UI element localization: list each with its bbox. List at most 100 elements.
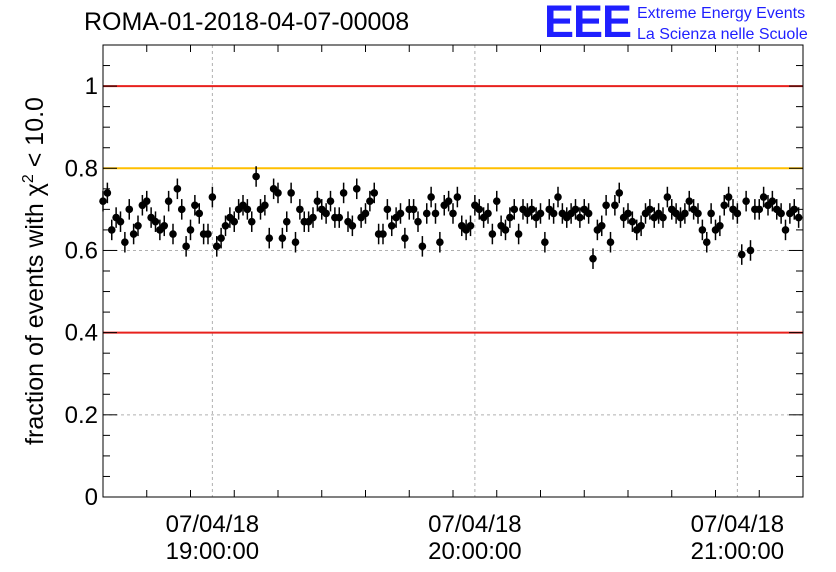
data-marker: [396, 209, 405, 218]
data-point: [527, 199, 536, 220]
data-point: [396, 203, 405, 224]
data-marker: [208, 193, 217, 201]
x-tick-date-label: 07/04/18: [691, 511, 784, 538]
data-point: [646, 199, 654, 220]
data-marker: [436, 238, 444, 247]
data-marker: [514, 230, 523, 238]
data-marker: [116, 217, 125, 226]
data-marker: [449, 209, 457, 218]
data-point: [707, 203, 715, 224]
data-marker: [794, 213, 803, 222]
data-marker: [584, 209, 593, 218]
data-point: [401, 227, 409, 249]
x-tick-date-label: 07/04/18: [428, 511, 521, 538]
data-point: [414, 211, 422, 232]
data-marker: [103, 189, 112, 197]
data-point: [230, 211, 239, 232]
data-point: [702, 231, 711, 253]
data-marker: [160, 222, 169, 230]
data-point: [313, 190, 322, 212]
data-point: [217, 227, 225, 249]
data-marker: [759, 193, 768, 201]
data-marker: [698, 226, 707, 234]
data-point: [164, 190, 173, 212]
data-marker: [733, 209, 742, 218]
data-marker: [602, 201, 610, 210]
data-marker: [637, 222, 645, 230]
data-point: [694, 203, 702, 224]
data-point: [768, 190, 777, 212]
data-marker: [431, 209, 440, 218]
chart-title: ROMA-01-2018-04-07-00008: [84, 8, 410, 36]
data-marker: [121, 238, 129, 247]
data-marker: [510, 205, 519, 214]
data-marker: [418, 242, 427, 251]
data-point: [261, 194, 269, 216]
data-point: [606, 231, 615, 253]
data-point: [208, 186, 217, 208]
data-point: [466, 215, 475, 237]
data-point: [291, 231, 300, 253]
data-point: [252, 166, 260, 187]
data-marker: [781, 226, 790, 234]
x-tick-time-label: 20:00:00: [428, 538, 521, 565]
data-marker: [716, 222, 724, 230]
data-point: [615, 182, 624, 204]
data-marker: [348, 222, 357, 230]
data-marker: [571, 205, 580, 214]
data-point: [287, 182, 295, 204]
data-point: [107, 219, 116, 241]
data-marker: [611, 201, 619, 210]
data-point: [348, 215, 357, 237]
data-point: [409, 199, 418, 220]
data-point: [484, 203, 492, 224]
data-point: [326, 190, 335, 212]
data-point: [125, 199, 134, 220]
data-point: [506, 207, 514, 228]
data-marker: [414, 217, 422, 226]
data-point: [492, 190, 501, 212]
data-marker: [536, 209, 545, 218]
data-point: [576, 207, 584, 228]
data-point: [431, 203, 440, 224]
data-point: [444, 190, 453, 212]
data-point: [116, 211, 125, 232]
data-point: [510, 199, 519, 220]
data-marker: [291, 238, 300, 247]
data-point: [339, 182, 348, 204]
data-marker: [186, 226, 195, 234]
data-marker: [296, 205, 304, 214]
y-tick-label: 1: [85, 73, 98, 100]
data-marker: [492, 197, 501, 205]
data-point: [611, 194, 619, 216]
data-marker: [177, 205, 186, 214]
y-tick-label: 0.2: [65, 402, 98, 429]
data-marker: [169, 230, 177, 238]
data-point: [418, 236, 427, 257]
data-marker: [125, 205, 134, 214]
data-marker: [475, 205, 484, 214]
y-tick-label: 0.6: [65, 237, 98, 264]
data-point: [449, 203, 457, 224]
data-point: [790, 199, 799, 220]
data-marker: [401, 234, 409, 242]
data-marker: [597, 222, 606, 230]
data-marker: [742, 197, 750, 205]
y-tick-label: 0.8: [65, 155, 98, 182]
data-marker: [261, 201, 269, 210]
data-points: [99, 166, 803, 269]
data-point: [777, 203, 785, 224]
y-tick-label: 0: [85, 484, 98, 511]
data-point: [488, 223, 497, 245]
data-marker: [663, 193, 672, 201]
data-marker: [221, 222, 230, 230]
data-point: [366, 190, 374, 212]
axes: 00.20.40.60.8107/04/1819:00:0007/04/1820…: [65, 44, 804, 565]
data-point: [475, 199, 484, 220]
data-marker: [212, 242, 221, 251]
data-point: [186, 219, 195, 241]
data-marker: [309, 213, 317, 222]
data-marker: [554, 193, 562, 201]
data-marker: [335, 213, 344, 222]
